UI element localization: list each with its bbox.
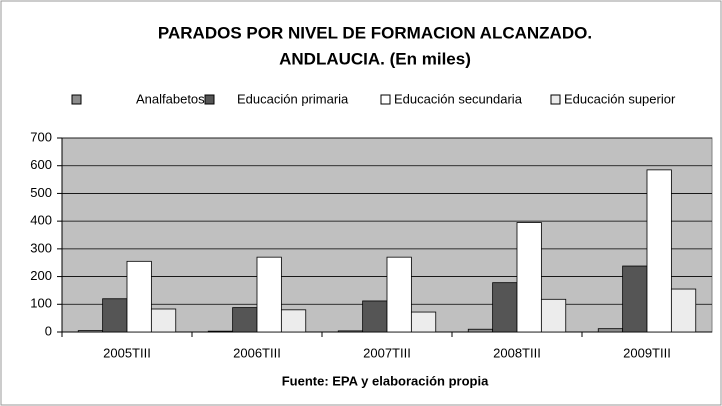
bar	[232, 307, 258, 333]
y-tick-label: 100	[30, 296, 52, 311]
x-axis-label: Fuente: EPA y elaboración propia	[282, 373, 489, 388]
x-tick-label: 2009TIII	[623, 345, 671, 360]
bar	[280, 309, 307, 333]
y-tick-label: 600	[30, 157, 52, 172]
bar	[410, 311, 437, 333]
y-tick-label: 200	[30, 268, 52, 283]
bar	[516, 222, 542, 333]
bar	[256, 256, 282, 333]
bar	[670, 288, 697, 333]
chart-title: PARADOS POR NIVEL DE FORMACION ALCANZADO…	[158, 23, 592, 42]
legend-swatch	[380, 94, 391, 105]
x-tick-label: 2007TIII	[363, 345, 411, 360]
bar	[337, 330, 364, 333]
bar	[362, 300, 388, 333]
bar	[467, 328, 494, 333]
bar	[207, 330, 234, 333]
bar	[622, 265, 648, 333]
y-tick-label: 0	[45, 323, 52, 338]
bar	[386, 256, 412, 333]
bar	[540, 298, 567, 333]
bar	[492, 282, 518, 333]
legend-label: Educación superior	[564, 91, 676, 106]
bar	[126, 260, 152, 333]
chart-title: ANDLAUCIA. (En miles)	[279, 49, 471, 68]
legend-swatch	[550, 94, 561, 105]
y-tick-label: 500	[30, 185, 52, 200]
x-tick-label: 2008TIII	[493, 345, 541, 360]
legend-label: Analfabetos	[136, 91, 205, 106]
legend-swatch	[71, 94, 82, 105]
y-tick-label: 700	[30, 129, 52, 144]
bar	[150, 308, 177, 333]
x-tick-label: 2005TIII	[103, 345, 151, 360]
bar	[646, 169, 672, 333]
x-tick-label: 2006TIII	[233, 345, 281, 360]
y-tick-label: 300	[30, 240, 52, 255]
bar	[102, 298, 128, 333]
legend-label: Educación secundaria	[394, 91, 523, 106]
legend-label: Educación primaria	[237, 91, 349, 106]
bar	[77, 330, 104, 333]
y-tick-label: 400	[30, 213, 52, 228]
legend-swatch	[204, 94, 215, 105]
bar	[597, 328, 624, 333]
